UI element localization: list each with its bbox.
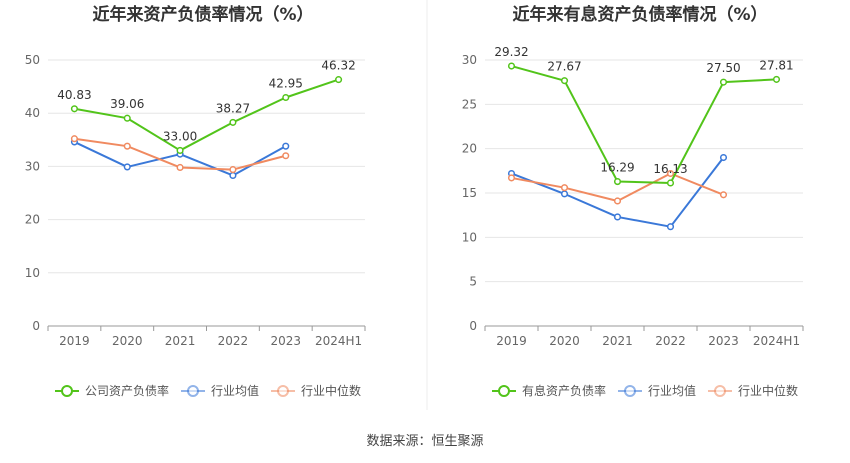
data-point (282, 93, 290, 102)
data-point (666, 179, 675, 187)
chart-title: 近年来资产负债率情况（%） (92, 4, 313, 25)
legend-label: 有息资产负债率 (522, 383, 606, 398)
legend-swatch-marker (187, 385, 199, 397)
data-point (176, 146, 184, 154)
y-tick-label: 20 (25, 213, 40, 227)
data-label: 29.32 (494, 45, 528, 59)
data-point (335, 76, 343, 84)
y-tick-label: 0 (32, 319, 40, 333)
data-point (613, 213, 622, 221)
data-point (560, 190, 569, 198)
legend-label: 公司资产负债率 (85, 383, 169, 398)
series-line (74, 78, 339, 152)
data-point (719, 78, 728, 86)
data-point (719, 191, 728, 199)
legend-swatch-marker (61, 385, 73, 397)
data-point (123, 142, 131, 150)
series-line (511, 65, 777, 184)
legend-swatch-marker (624, 385, 636, 397)
data-point (560, 184, 569, 192)
x-tick-label: 2020 (112, 334, 143, 348)
data-label: 39.06 (110, 97, 144, 111)
data-point (507, 174, 516, 182)
y-tick-label: 20 (462, 142, 477, 156)
data-label: 16.13 (653, 162, 687, 176)
legend-item: 公司资产负债率 (55, 383, 169, 398)
data-label: 46.32 (321, 59, 355, 73)
x-tick-label: 2022 (218, 334, 249, 348)
data-label: 38.27 (216, 101, 250, 115)
data-point (666, 223, 675, 231)
x-tick-label: 2021 (602, 334, 633, 348)
x-tick-label: 2019 (59, 334, 90, 348)
data-point (229, 166, 237, 174)
x-tick-label: 2023 (270, 334, 301, 348)
data-label: 33.00 (163, 129, 197, 143)
legend-item: 行业中位数 (271, 383, 361, 398)
data-label: 16.29 (600, 161, 634, 175)
y-tick-label: 25 (462, 97, 477, 111)
data-label: 27.67 (547, 60, 581, 74)
legend-label: 行业均值 (211, 383, 259, 398)
x-tick-label: 2022 (655, 334, 686, 348)
x-tick-label: 2019 (496, 334, 527, 348)
x-tick-label: 2020 (549, 334, 580, 348)
legend-item: 行业均值 (181, 383, 259, 398)
data-point (613, 197, 622, 205)
legend-label: 行业中位数 (301, 383, 361, 398)
legend-swatch-marker (714, 385, 726, 397)
data-point (613, 178, 622, 186)
y-tick-label: 10 (25, 266, 40, 280)
x-tick-label: 2023 (708, 334, 739, 348)
data-point (719, 153, 728, 162)
y-tick-label: 5 (469, 275, 477, 289)
data-point (229, 118, 237, 126)
data-point (666, 169, 675, 178)
y-tick-label: 30 (462, 53, 477, 67)
y-tick-label: 10 (462, 230, 477, 244)
y-tick-label: 50 (25, 53, 40, 67)
data-point (70, 105, 78, 113)
y-tick-label: 40 (25, 106, 40, 120)
data-point (176, 163, 184, 172)
legend-label: 行业中位数 (738, 383, 798, 398)
data-point (507, 62, 516, 70)
legend-label: 行业均值 (648, 383, 696, 398)
data-label: 27.50 (706, 61, 740, 75)
y-tick-label: 0 (469, 319, 477, 333)
y-tick-label: 30 (25, 159, 40, 173)
data-point (282, 152, 290, 160)
chart-interest-bearing-debt-ratio: 近年来有息资产负债率情况（%） 0 5 10 15 20 25 30 2019 2020 2021 2… (462, 4, 804, 398)
y-tick-label: 15 (462, 186, 477, 200)
chart-title: 近年来有息资产负债率情况（%） (512, 4, 767, 25)
legend-swatch-marker (498, 385, 510, 397)
x-tick-label: 2024H1 (315, 334, 362, 348)
data-point (772, 75, 781, 83)
data-source-note: 数据来源：恒生聚源 (366, 434, 484, 449)
legend-item: 有息资产负债率 (492, 383, 606, 398)
data-label: 42.95 (269, 77, 303, 91)
x-tick-label: 2021 (165, 334, 196, 348)
legend-item: 行业均值 (618, 383, 696, 398)
legend-swatch-marker (277, 385, 289, 397)
data-point (560, 77, 569, 85)
data-point (123, 163, 131, 171)
data-point (229, 171, 237, 179)
data-point (70, 135, 78, 143)
legend-item: 行业中位数 (708, 383, 798, 398)
x-tick-label: 2024H1 (753, 334, 800, 348)
chart-debt-ratio: 近年来资产负债率情况（%） 0 10 20 30 40 50 2019 2020 2021 2022… (25, 4, 366, 398)
series-line (511, 172, 724, 202)
data-label: 40.83 (57, 88, 91, 102)
data-point (123, 114, 131, 122)
data-point (282, 142, 290, 150)
data-label: 27.81 (759, 58, 793, 72)
